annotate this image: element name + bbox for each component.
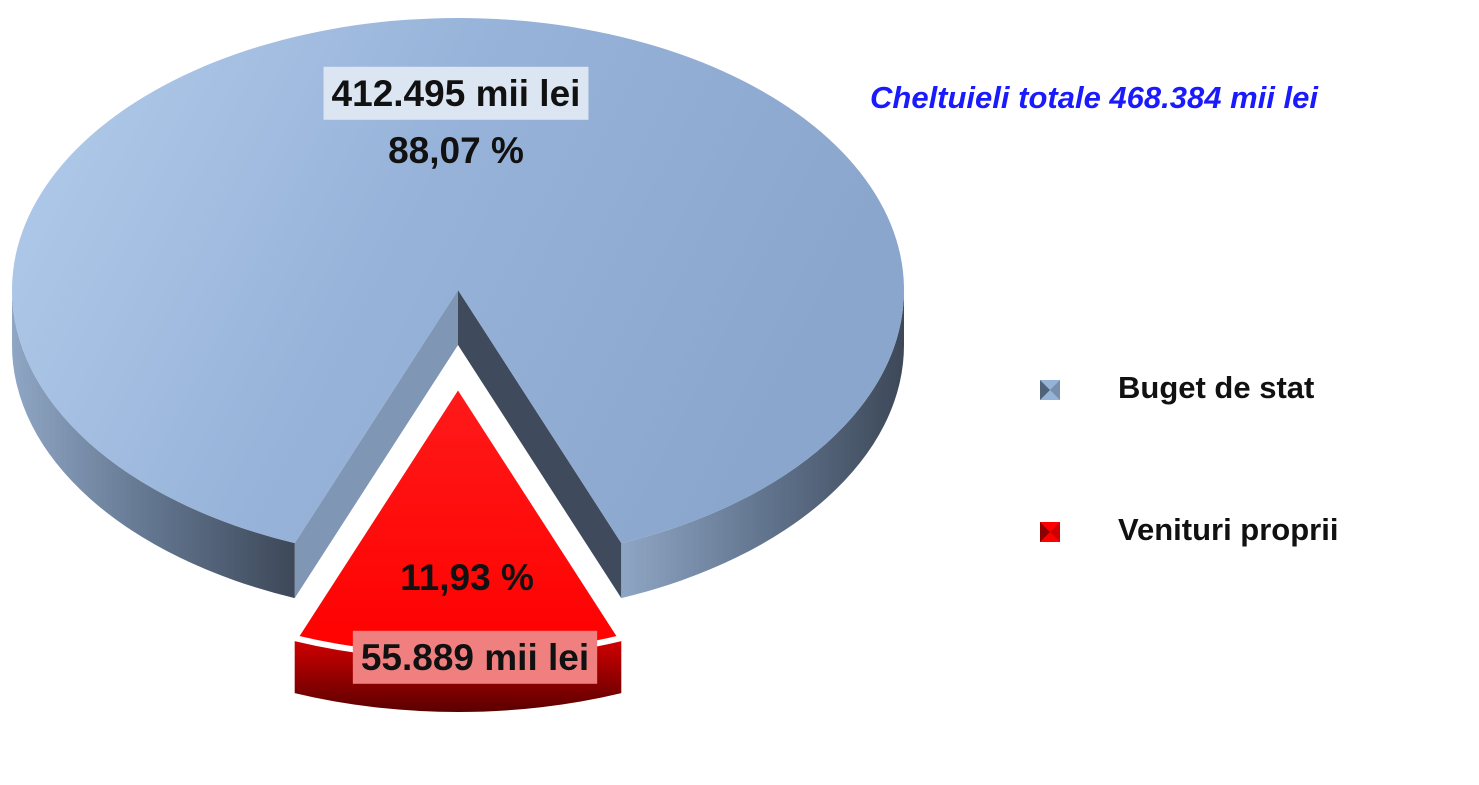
label-box <box>323 66 589 120</box>
amount-label: 412.495 mii lei <box>332 73 581 114</box>
slice-cut-face <box>458 290 622 599</box>
legend-swatch-shade <box>1050 522 1060 542</box>
legend-swatch-shade <box>1040 380 1050 400</box>
slice <box>12 17 905 544</box>
data-label: 11,93 % <box>400 557 534 598</box>
legend-item: Buget de stat <box>1040 370 1314 405</box>
legend-swatch <box>1040 522 1060 542</box>
legend-item: Venituri proprii <box>1040 512 1338 547</box>
legend-swatch-shade <box>1050 380 1060 400</box>
label-box <box>352 630 598 684</box>
legend-swatch <box>1040 380 1060 400</box>
amount-label: 55.889 mii lei <box>361 637 589 678</box>
legend-label: Buget de stat <box>1118 370 1314 405</box>
legend-label: Venituri proprii <box>1118 512 1338 547</box>
slice-side <box>12 290 295 599</box>
labels: 412.495 mii lei 88,07 % 55.889 mii lei 11,9… <box>323 66 598 684</box>
chart-title: Cheltuieli totale 468.384 mii lei <box>870 80 1319 115</box>
slice-side <box>621 290 904 599</box>
pie <box>12 17 905 712</box>
legend-swatch-shade <box>1040 522 1050 542</box>
slice-cut-face <box>294 290 458 599</box>
data-label: 88,07 % <box>388 130 524 171</box>
